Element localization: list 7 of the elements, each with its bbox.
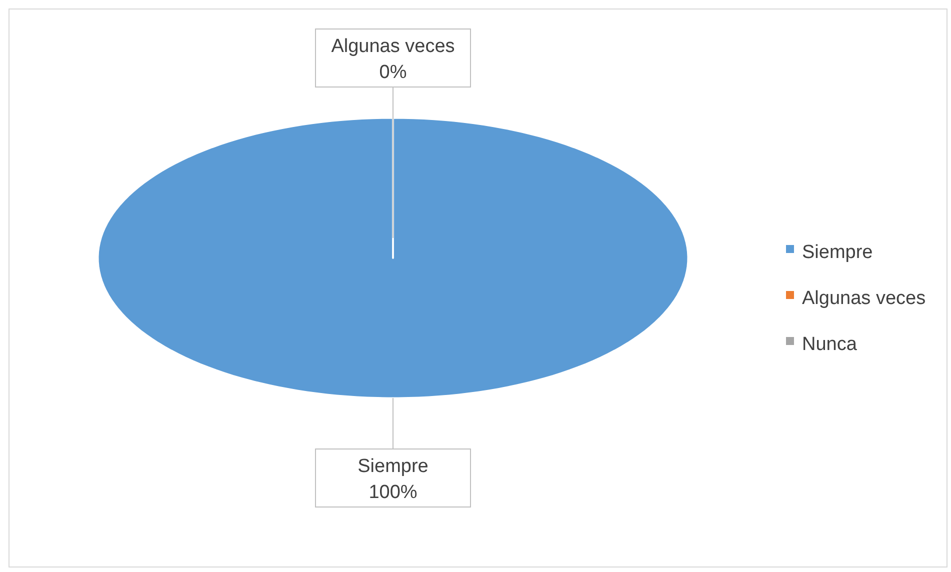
slice-label: Siempre xyxy=(358,456,428,477)
data-label: 100% xyxy=(368,482,418,503)
text: 0% xyxy=(379,62,407,83)
legend-label: Nunca xyxy=(802,334,858,356)
legend-label: Siempre xyxy=(802,242,873,264)
category-label: Algunas veces xyxy=(331,36,455,57)
legend-label: Algunas veces xyxy=(802,288,926,310)
